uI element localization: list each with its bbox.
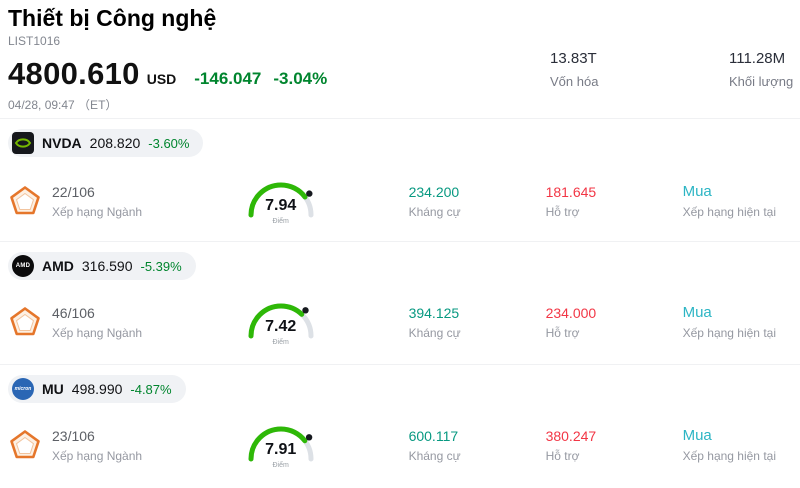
resistance-label: Kháng cự <box>408 448 461 463</box>
amd-logo-text: AMD <box>15 263 31 269</box>
support-col: 380.247 Hỗ trợ <box>546 428 683 463</box>
rank-text-block: 46/106 Xếp hạng Ngành <box>52 305 142 340</box>
gauge-arc <box>236 290 326 348</box>
rating-value: Mua <box>682 304 712 321</box>
ticker-price: 498.990 <box>71 381 123 397</box>
rating-col: Mua Xếp hạng hiện tại <box>683 183 800 219</box>
rating-label: Xếp hạng hiện tại <box>682 205 776 219</box>
rank-value: 22/106 <box>52 183 95 200</box>
micron-logo-icon: micron <box>12 378 34 400</box>
score-value: 7.42 <box>265 318 297 335</box>
timestamp: 04/28, 09:47 （ET） <box>8 98 118 112</box>
rank-label: Xếp hạng Ngành <box>52 204 143 219</box>
rank-value: 46/106 <box>52 304 95 321</box>
score-gauge: 7.91 Điểm <box>236 413 326 477</box>
currency-label: USD <box>146 71 177 87</box>
industry-rank: 22/106 Xếp hạng Ngành <box>8 184 206 219</box>
rating-label: Xếp hạng hiện tại <box>682 449 776 463</box>
resistance-label: Kháng cự <box>408 204 461 219</box>
ticker-pill-amd[interactable]: AMD AMD 316.590 -5.39% <box>8 252 196 280</box>
price-change: -146.047 <box>194 69 262 88</box>
ticker-symbol: MU <box>42 381 64 397</box>
ticker-price: 316.590 <box>81 258 133 274</box>
micron-logo-text: micron <box>14 386 32 392</box>
ticker-symbol: AMD <box>42 258 74 274</box>
score-label: Điểm <box>272 462 289 469</box>
industry-rank: 23/106 Xếp hạng Ngành <box>8 428 206 463</box>
resistance-value: 234.200 <box>408 183 460 200</box>
support-label: Hỗ trợ <box>545 448 580 463</box>
support-label: Hỗ trợ <box>545 325 580 340</box>
score-gauge: 7.94 Điểm <box>236 169 326 233</box>
pentagon-rank-icon <box>8 305 42 339</box>
market-cap-value: 13.83T <box>550 50 597 67</box>
rank-value: 23/106 <box>52 427 95 444</box>
rating-label: Xếp hạng hiện tại <box>682 326 776 340</box>
header: Thiết bị Công nghệ LIST1016 4800.610 USD… <box>0 0 800 118</box>
stock-metrics-row: 46/106 Xếp hạng Ngành 7.42 Điểm 394.125 … <box>8 290 800 354</box>
ticker-pill-mu[interactable]: micron MU 498.990 -4.87% <box>8 375 186 403</box>
support-value: 181.645 <box>545 183 597 200</box>
index-price-row: 4800.610 USD -146.047 -3.04% <box>8 56 800 92</box>
rating-col: Mua Xếp hạng hiện tại <box>683 427 800 463</box>
volume-stat: 111.28M Khối lượng <box>729 50 793 89</box>
rating-col: Mua Xếp hạng hiện tại <box>683 304 800 340</box>
rank-label: Xếp hạng Ngành <box>52 448 143 463</box>
resistance-value: 394.125 <box>408 304 460 321</box>
ticker-price: 208.820 <box>89 135 141 151</box>
page-title: Thiết bị Công nghệ <box>8 5 217 31</box>
industry-rank: 46/106 Xếp hạng Ngành <box>8 305 206 340</box>
score-gauge-col: 7.94 Điểm <box>206 169 332 233</box>
support-col: 234.000 Hỗ trợ <box>546 305 683 340</box>
stock-section-nvda: NVDA 208.820 -3.60% 22/106 Xếp hạng Ngàn… <box>0 118 800 241</box>
stock-section-mu: micron MU 498.990 -4.87% 23/106 Xếp hạng… <box>0 364 800 487</box>
price-change-pct: -3.04% <box>273 69 328 88</box>
pentagon-rank-icon <box>8 428 42 462</box>
ticker-change-pct: -4.87% <box>130 381 172 397</box>
amd-logo-icon: AMD <box>12 255 34 277</box>
list-id: LIST1016 <box>8 34 61 48</box>
score-label: Điểm <box>272 339 289 346</box>
volume-value: 111.28M <box>729 50 786 67</box>
support-value: 234.000 <box>545 304 597 321</box>
rating-value: Mua <box>682 427 712 444</box>
ticker-change-pct: -5.39% <box>140 258 182 274</box>
score-gauge-col: 7.42 Điểm <box>206 290 332 354</box>
score-gauge: 7.42 Điểm <box>236 290 326 354</box>
rank-text-block: 23/106 Xếp hạng Ngành <box>52 428 142 463</box>
index-price: 4800.610 <box>8 56 140 91</box>
support-label: Hỗ trợ <box>545 204 580 219</box>
support-col: 181.645 Hỗ trợ <box>546 184 683 219</box>
stock-section-amd: AMD AMD 316.590 -5.39% 46/106 Xếp hạng N… <box>0 241 800 364</box>
resistance-col: 234.200 Kháng cự <box>409 184 546 219</box>
pentagon-rank-icon <box>8 184 42 218</box>
resistance-col: 394.125 Kháng cự <box>409 305 546 340</box>
resistance-label: Kháng cự <box>408 325 461 340</box>
gauge-arc <box>236 413 326 471</box>
rank-label: Xếp hạng Ngành <box>52 325 143 340</box>
volume-label: Khối lượng <box>729 74 794 89</box>
score-label: Điểm <box>272 218 289 225</box>
resistance-col: 600.117 Kháng cự <box>409 428 546 463</box>
stock-metrics-row: 23/106 Xếp hạng Ngành 7.91 Điểm 600.117 … <box>8 413 800 477</box>
ticker-symbol: NVDA <box>42 135 82 151</box>
gauge-arc <box>236 169 326 227</box>
market-cap-stat: 13.83T Vốn hóa <box>550 50 598 89</box>
support-value: 380.247 <box>545 427 597 444</box>
resistance-value: 600.117 <box>408 427 459 444</box>
score-value: 7.94 <box>265 197 297 214</box>
stock-metrics-row: 22/106 Xếp hạng Ngành 7.94 Điểm 234.200 … <box>8 169 800 233</box>
score-gauge-col: 7.91 Điểm <box>206 413 332 477</box>
rank-text-block: 22/106 Xếp hạng Ngành <box>52 184 142 219</box>
rating-value: Mua <box>682 183 712 200</box>
market-cap-label: Vốn hóa <box>550 74 599 89</box>
ticker-pill-nvda[interactable]: NVDA 208.820 -3.60% <box>8 129 204 157</box>
ticker-change-pct: -3.60% <box>148 135 190 151</box>
nvidia-logo-icon <box>12 132 34 154</box>
score-value: 7.91 <box>265 441 297 458</box>
